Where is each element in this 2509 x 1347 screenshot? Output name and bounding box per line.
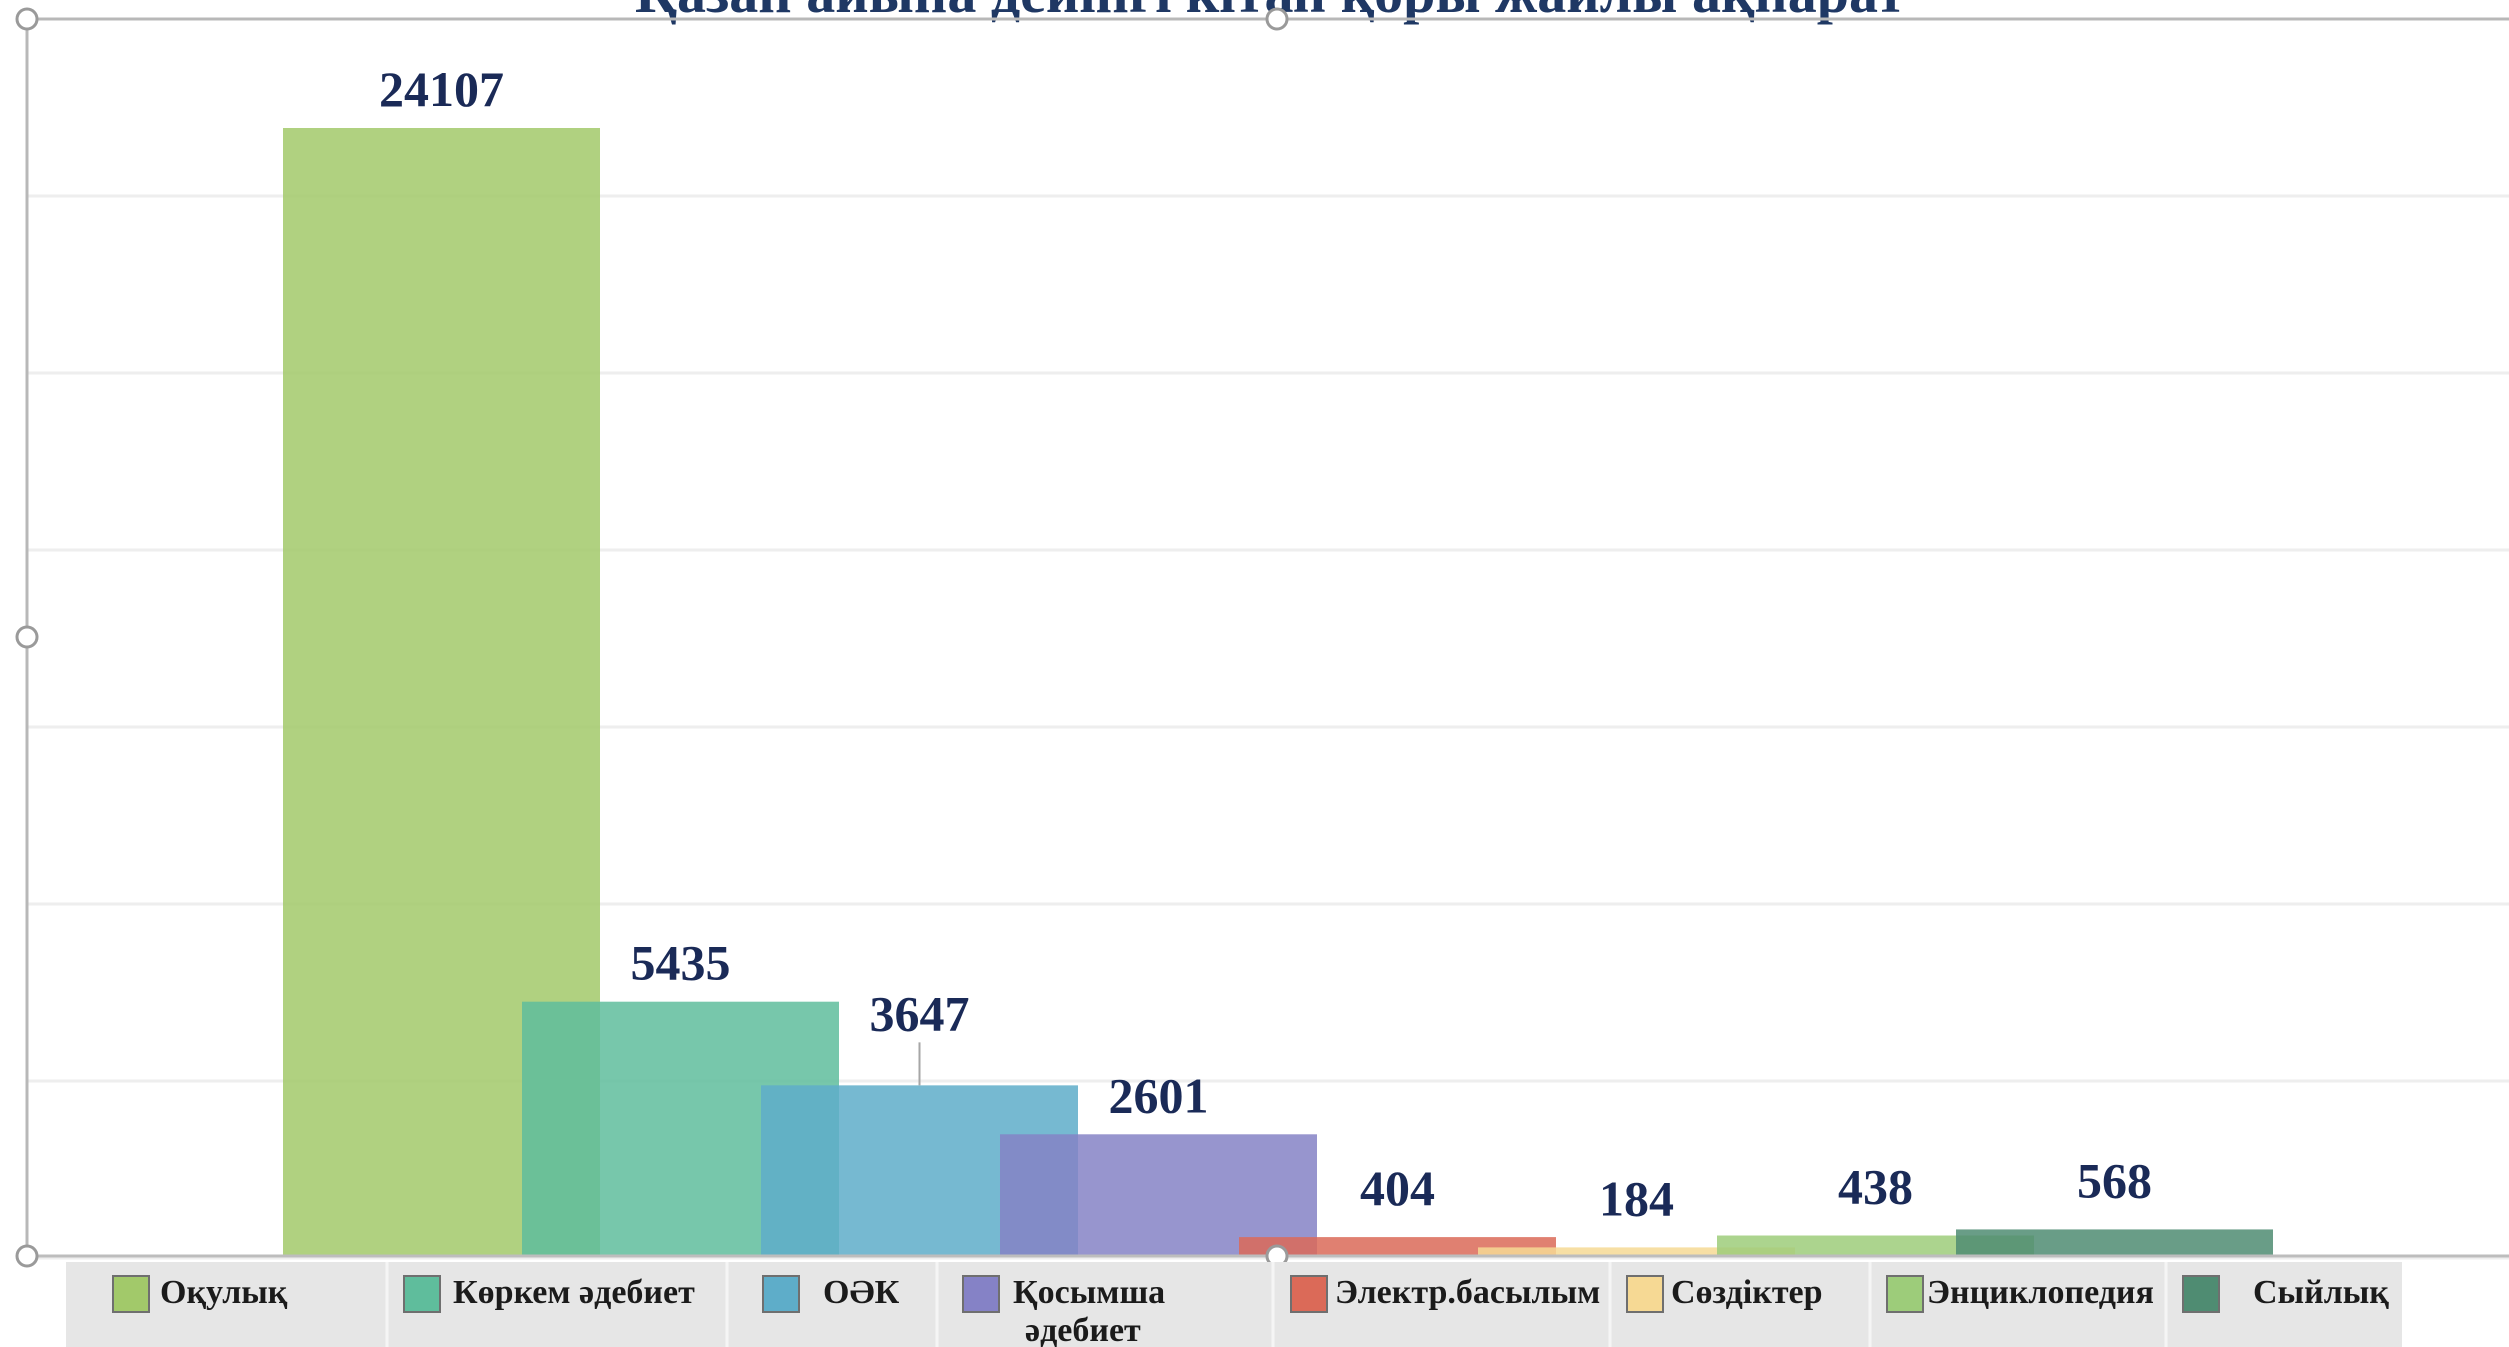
legend-item-сыйлық[interactable]: Сыйлық [2182, 1274, 2389, 1313]
legend-swatch [762, 1275, 800, 1313]
data-labels: 24107 5435 3647 2601 404 184 438 568 [379, 61, 2152, 1226]
legend-swatch [1626, 1275, 1664, 1313]
legend-item-энциклопедия[interactable]: Энциклопедия [1886, 1274, 2154, 1313]
legend-label: Оқулық [160, 1274, 288, 1311]
legend-item-оқулық[interactable]: Оқулық [112, 1274, 288, 1313]
resize-handle[interactable] [1265, 7, 1289, 31]
resize-handle[interactable] [15, 625, 39, 649]
resize-handle[interactable] [15, 1244, 39, 1268]
bar-энциклопедия [1717, 1235, 2034, 1256]
legend-label: Көркем әдебиет [453, 1274, 695, 1311]
legend-label: Қосымша [1013, 1274, 1165, 1311]
legend-label: Электр.басылым [1335, 1274, 1600, 1311]
bar-электр-басылым [1239, 1237, 1556, 1256]
legend-swatch [1886, 1275, 1924, 1313]
data-label-оәк: 3647 [870, 985, 970, 1041]
legend-item-көркем-әдебиет[interactable]: Көркем әдебиет [403, 1274, 695, 1313]
legend-label: ОӘК [823, 1274, 900, 1311]
legend-swatch [112, 1275, 150, 1313]
legend-swatch [2182, 1275, 2220, 1313]
data-label-сыйлық: 568 [2077, 1152, 2152, 1208]
bar-сыйлық [1956, 1229, 2273, 1256]
legend-item-сөздіктер[interactable]: Сөздіктер [1626, 1274, 1823, 1313]
data-label-қосымша-әдебиет: 2601 [1109, 1067, 1209, 1123]
legend-swatch [403, 1275, 441, 1313]
data-label-оқулық: 24107 [379, 61, 504, 117]
data-label-электр-басылым: 404 [1360, 1160, 1435, 1216]
legend-label: Сөздіктер [1671, 1274, 1823, 1311]
bars [283, 128, 2273, 1256]
data-label-энциклопедия: 438 [1838, 1159, 1913, 1215]
legend-background [66, 1262, 2402, 1347]
legend-label: Энциклопедия [1927, 1274, 2154, 1311]
data-label-көркем-әдебиет: 5435 [631, 935, 731, 991]
resize-handle[interactable] [15, 7, 39, 31]
data-label-сөздіктер: 184 [1599, 1170, 1674, 1226]
legend-swatch [962, 1275, 1000, 1313]
bar-қосымша-әдебиет [1000, 1134, 1317, 1256]
legend-swatch [1290, 1275, 1328, 1313]
legend-label-line2: әдебиет [1025, 1312, 1141, 1347]
legend-item-электр-басылым[interactable]: Электр.басылым [1290, 1274, 1600, 1313]
bar-сөздіктер [1478, 1247, 1795, 1256]
legend-label: Сыйлық [2253, 1274, 2389, 1311]
legend-item-оәк[interactable]: ОӘК [762, 1274, 900, 1313]
